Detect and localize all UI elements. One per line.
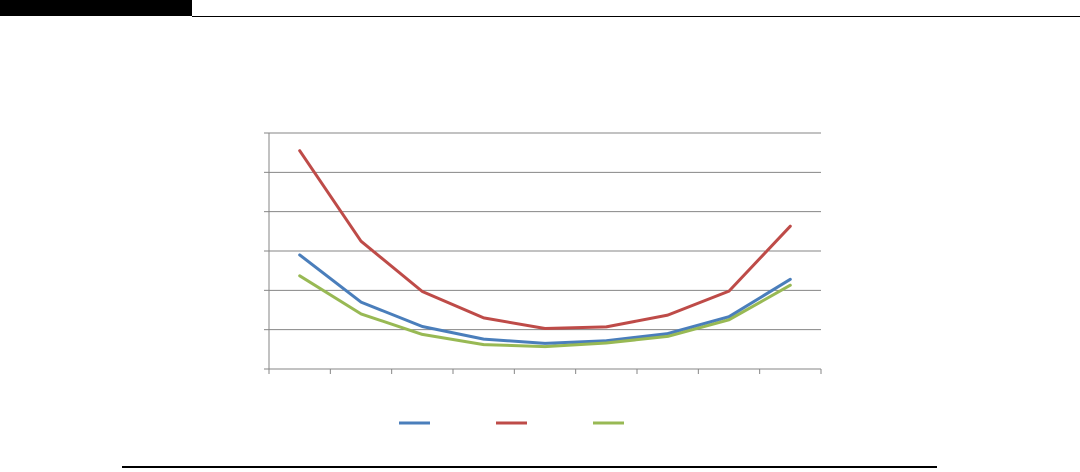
series-line-1 — [298, 253, 792, 345]
series-line-3 — [298, 274, 792, 349]
footer-rule — [122, 466, 937, 468]
axes — [264, 132, 822, 374]
series-line-2 — [298, 149, 792, 330]
gridlines — [269, 132, 821, 331]
series-lines — [298, 149, 792, 349]
header-rule — [192, 16, 1080, 17]
header-black-block — [0, 0, 192, 16]
